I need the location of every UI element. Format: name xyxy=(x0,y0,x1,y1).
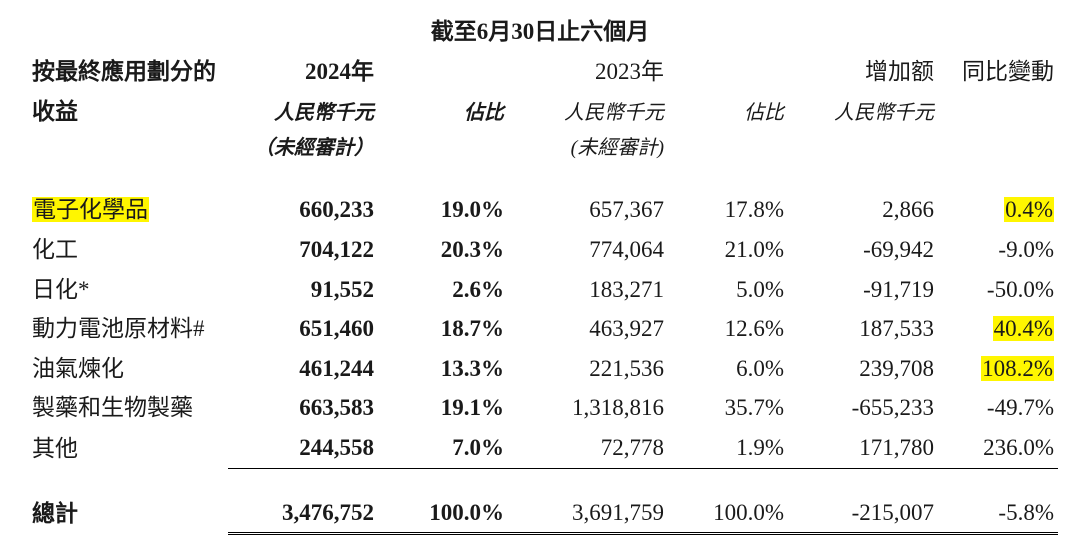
total-2023-pct: 100.0% xyxy=(668,493,788,534)
table-row: 化工 704,122 20.3% 774,064 21.0% -69,942 -… xyxy=(28,230,1058,270)
cell-2024-amount: 660,233 xyxy=(228,190,378,230)
unit-inc: 人民幣千元 xyxy=(788,92,938,132)
cell-inc: -91,719 xyxy=(788,270,938,310)
cell-yoy: -49.7% xyxy=(938,388,1058,428)
table-row: 製藥和生物製藥 663,583 19.1% 1,318,816 35.7% -6… xyxy=(28,388,1058,428)
cell-2023-pct: 21.0% xyxy=(668,230,788,270)
cell-2024-amount: 663,583 xyxy=(228,388,378,428)
cell-2023-pct: 6.0% xyxy=(668,349,788,389)
row-header-label-2: 收益 xyxy=(28,92,228,132)
cell-inc: -69,942 xyxy=(788,230,938,270)
table-row: 日化* 91,552 2.6% 183,271 5.0% -91,719 -50… xyxy=(28,270,1058,310)
total-2023-amount: 3,691,759 xyxy=(508,493,668,534)
cell-2024-amount: 91,552 xyxy=(228,270,378,310)
table-row: 動力電池原材料# 651,460 18.7% 463,927 12.6% 187… xyxy=(28,309,1058,349)
unaudited-2023: (未經審計) xyxy=(508,131,668,166)
table-row: 電子化學品 660,233 19.0% 657,367 17.8% 2,866 … xyxy=(28,190,1058,230)
cell-2023-pct: 5.0% xyxy=(668,270,788,310)
total-inc: -215,007 xyxy=(788,493,938,534)
financial-table-page: 截至6月30日止六個月 按最終應用劃分的 2024年 2023年 增加额 同比變… xyxy=(0,0,1080,544)
cell-2023-pct: 1.9% xyxy=(668,428,788,468)
total-2024-pct: 100.0% xyxy=(378,493,508,534)
row-label: 其他 xyxy=(28,428,228,468)
pct-2024: 佔比 xyxy=(378,92,508,132)
cell-inc: 171,780 xyxy=(788,428,938,468)
row-label: 電子化學品 xyxy=(28,190,228,230)
cell-2023-amount: 1,318,816 xyxy=(508,388,668,428)
total-row: 總計 3,476,752 100.0% 3,691,759 100.0% -21… xyxy=(28,493,1058,534)
row-label: 化工 xyxy=(28,230,228,270)
col-year-2024: 2024年 xyxy=(228,52,378,92)
cell-2024-amount: 704,122 xyxy=(228,230,378,270)
row-label: 油氣煉化 xyxy=(28,349,228,389)
table-row: 其他 244,558 7.0% 72,778 1.9% 171,780 236.… xyxy=(28,428,1058,468)
row-header-label-1: 按最終應用劃分的 xyxy=(28,52,228,92)
total-yoy: -5.8% xyxy=(938,493,1058,534)
header-row-1: 按最終應用劃分的 2024年 2023年 增加额 同比變動 xyxy=(28,52,1058,92)
table-row: 油氣煉化 461,244 13.3% 221,536 6.0% 239,708 … xyxy=(28,349,1058,389)
row-label: 日化* xyxy=(28,270,228,310)
cell-2024-pct: 19.0% xyxy=(378,190,508,230)
cell-2023-pct: 12.6% xyxy=(668,309,788,349)
cell-2024-pct: 13.3% xyxy=(378,349,508,389)
cell-inc: 187,533 xyxy=(788,309,938,349)
cell-2023-amount: 657,367 xyxy=(508,190,668,230)
header-row-2: 收益 人民幣千元 佔比 人民幣千元 佔比 人民幣千元 xyxy=(28,92,1058,132)
cell-2024-pct: 7.0% xyxy=(378,428,508,468)
col-increase: 增加额 xyxy=(788,52,938,92)
total-2024-amount: 3,476,752 xyxy=(228,493,378,534)
cell-2023-amount: 774,064 xyxy=(508,230,668,270)
cell-yoy: 236.0% xyxy=(938,428,1058,468)
unit-2024: 人民幣千元 xyxy=(228,92,378,132)
cell-yoy: 40.4% xyxy=(938,309,1058,349)
cell-yoy: 0.4% xyxy=(938,190,1058,230)
cell-inc: 2,866 xyxy=(788,190,938,230)
cell-yoy: 108.2% xyxy=(938,349,1058,389)
cell-2024-amount: 651,460 xyxy=(228,309,378,349)
revenue-table: 按最終應用劃分的 2024年 2023年 增加额 同比變動 收益 人民幣千元 佔… xyxy=(28,52,1058,535)
cell-2023-pct: 17.8% xyxy=(668,190,788,230)
cell-inc: -655,233 xyxy=(788,388,938,428)
cell-2023-amount: 463,927 xyxy=(508,309,668,349)
cell-2024-pct: 20.3% xyxy=(378,230,508,270)
unit-2023: 人民幣千元 xyxy=(508,92,668,132)
header-row-3: （未經審計） (未經審計) xyxy=(28,131,1058,166)
cell-2023-amount: 72,778 xyxy=(508,428,668,468)
col-year-2023: 2023年 xyxy=(508,52,668,92)
cell-2024-pct: 2.6% xyxy=(378,270,508,310)
cell-2023-amount: 221,536 xyxy=(508,349,668,389)
cell-2024-amount: 244,558 xyxy=(228,428,378,468)
cell-2023-pct: 35.7% xyxy=(668,388,788,428)
cell-2024-pct: 19.1% xyxy=(378,388,508,428)
cell-inc: 239,708 xyxy=(788,349,938,389)
cell-yoy: -50.0% xyxy=(938,270,1058,310)
pct-2023: 佔比 xyxy=(668,92,788,132)
total-label: 總計 xyxy=(28,493,228,534)
cell-yoy: -9.0% xyxy=(938,230,1058,270)
cell-2024-pct: 18.7% xyxy=(378,309,508,349)
cell-2024-amount: 461,244 xyxy=(228,349,378,389)
unaudited-2024: （未經審計） xyxy=(228,131,378,166)
period-title: 截至6月30日止六個月 xyxy=(28,12,1052,46)
row-label: 製藥和生物製藥 xyxy=(28,388,228,428)
row-label: 動力電池原材料# xyxy=(28,309,228,349)
cell-2023-amount: 183,271 xyxy=(508,270,668,310)
col-yoy: 同比變動 xyxy=(938,52,1058,92)
